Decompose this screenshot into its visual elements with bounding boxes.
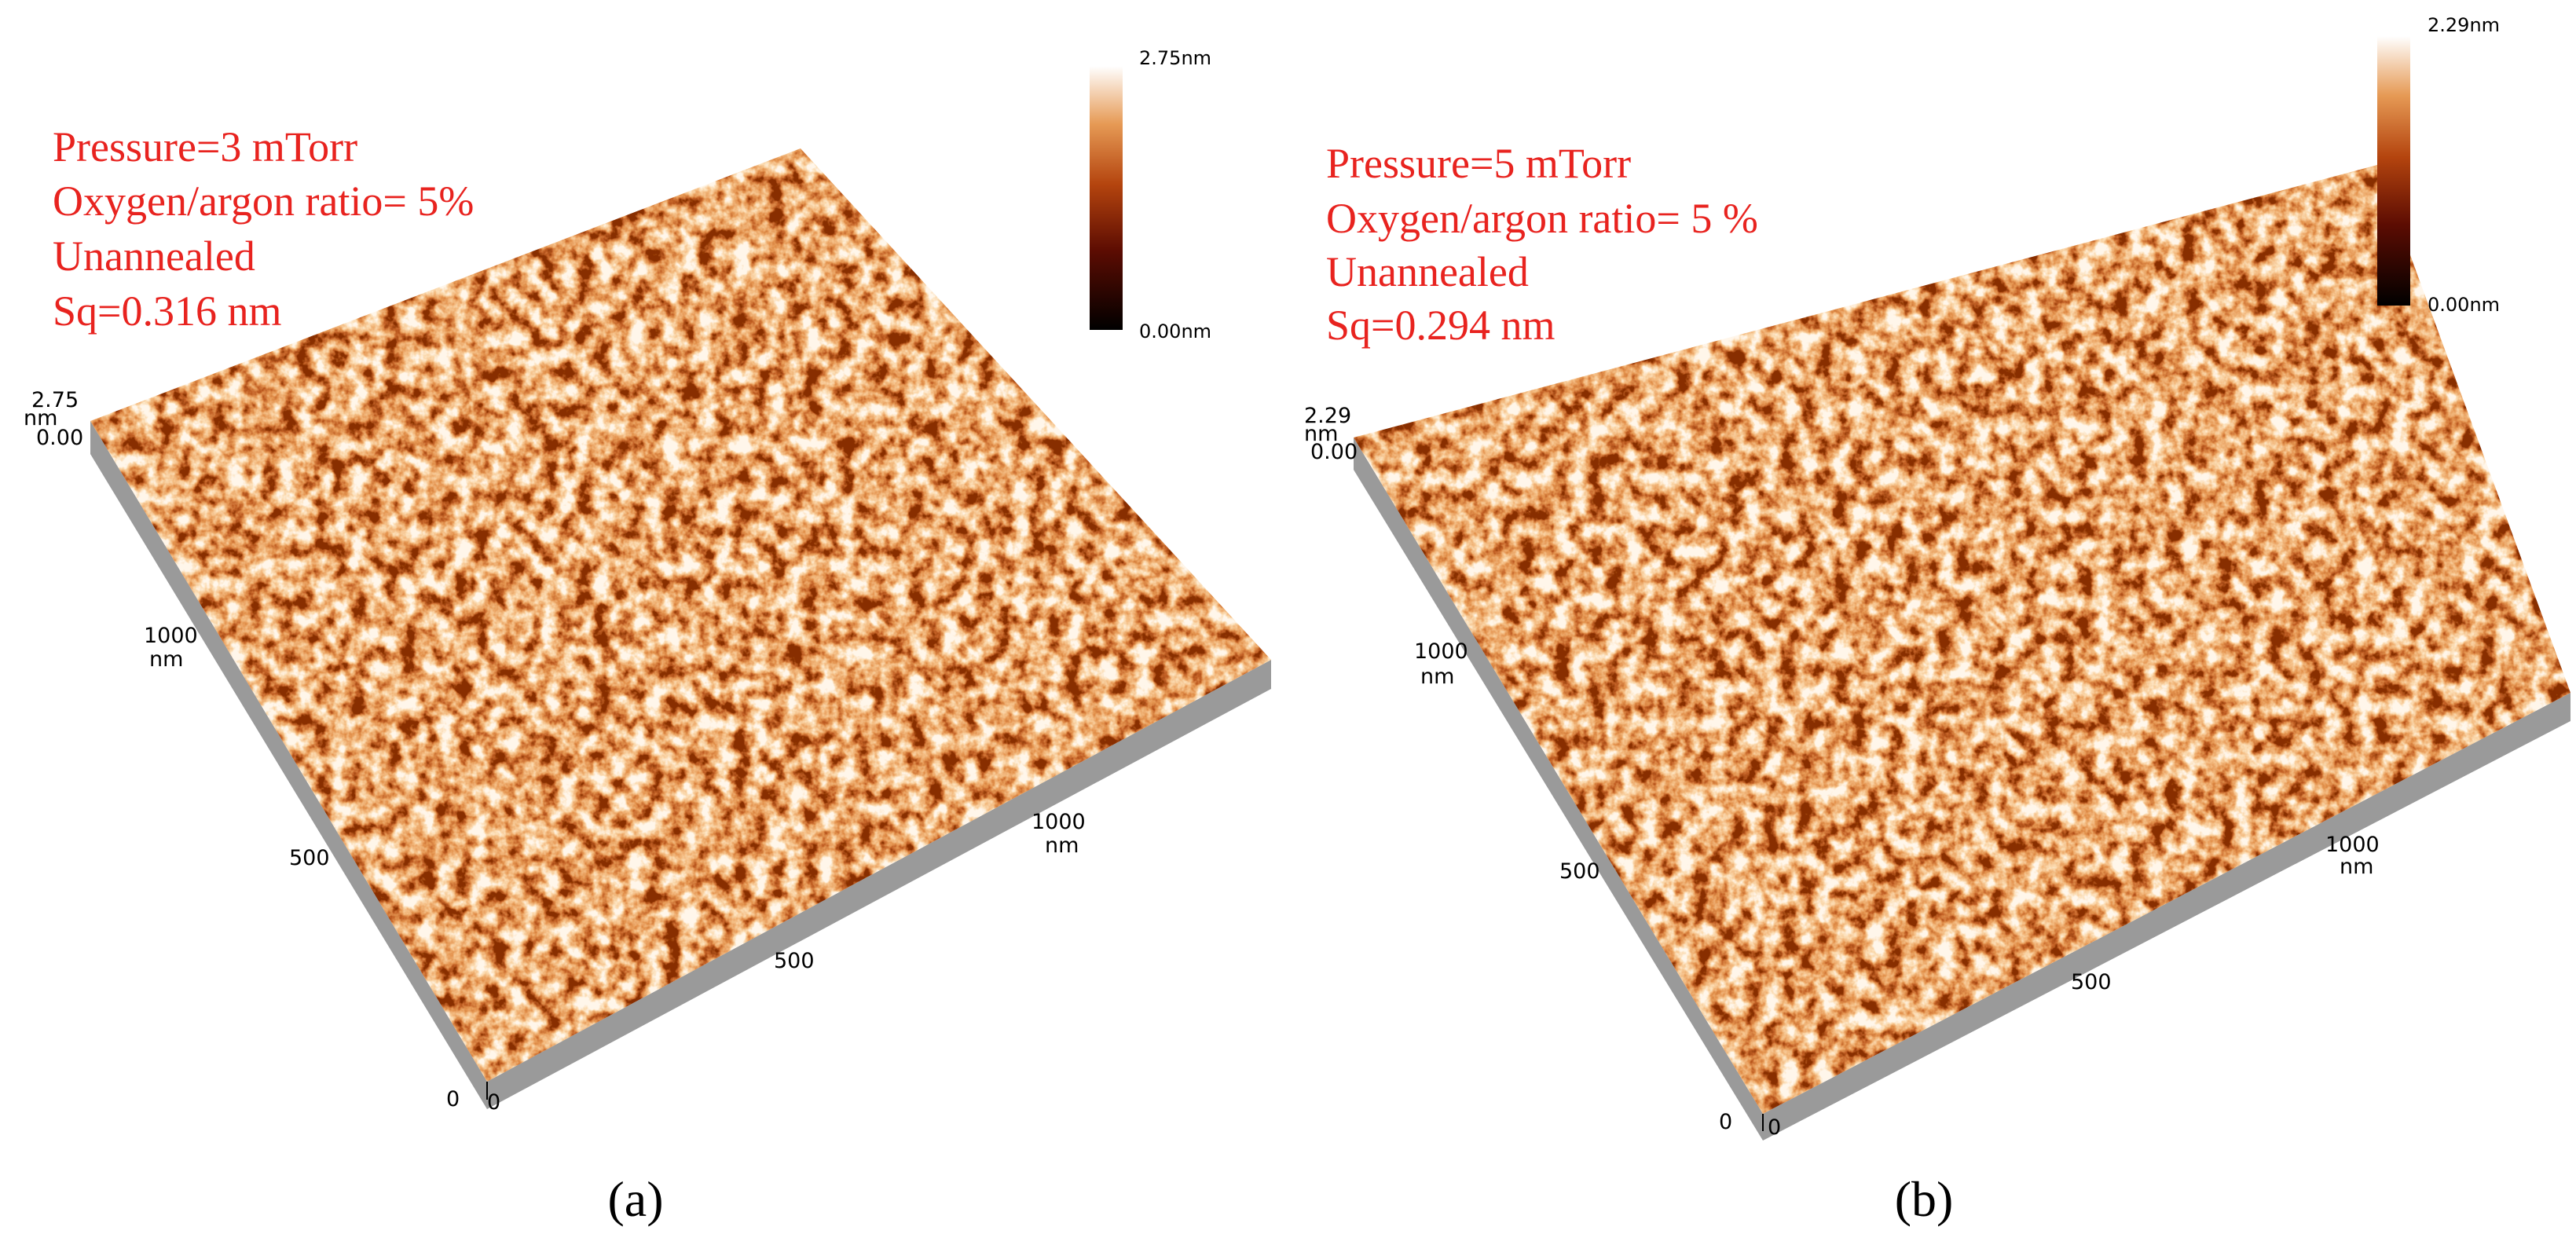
axis-label: 0 [446, 1087, 460, 1111]
axis-label: 2.29 [1304, 404, 1351, 428]
annotation: Sq=0.316 nm [53, 287, 282, 335]
axis-label: 500 [774, 949, 815, 973]
axis-label: 0 [1768, 1115, 1781, 1140]
colorbar-min: 0.00nm [1139, 320, 1211, 342]
afm-surface [90, 148, 1271, 1082]
annotation: Oxygen/argon ratio= 5% [53, 178, 474, 225]
caption: (a) [607, 1171, 663, 1227]
axis-label: 1000 [144, 624, 198, 648]
colorbar-max: 2.29nm [2428, 14, 2500, 36]
annotation: Pressure=5 mTorr [1326, 140, 1631, 187]
panel-b: 2.29nm 0.00nm Pressure=5 mTorr Oxygen/ar… [1304, 14, 2571, 1227]
afm-surface [1354, 165, 2571, 1114]
axis-label: 2.75 [31, 388, 79, 412]
colorbar-min: 0.00nm [2428, 294, 2500, 316]
axis-label: nm [1420, 665, 1454, 689]
axis-label: 1000 [1414, 639, 1468, 664]
panel-a: 2.75nm 0.00nm Pressure=3 mTorr Oxygen/ar… [24, 47, 1271, 1227]
axis-label: nm [2340, 855, 2373, 879]
axis-label: nm [1045, 833, 1079, 858]
annotation: Unannealed [53, 233, 255, 280]
surface-side [90, 421, 1271, 1109]
axis-label: 0 [1719, 1110, 1732, 1134]
colorbar-max: 2.75nm [1139, 47, 1211, 69]
annotation: Sq=0.294 nm [1326, 302, 1555, 349]
axis-label: 500 [2071, 970, 2112, 994]
caption: (b) [1895, 1171, 1954, 1227]
colorbar [2377, 36, 2410, 306]
axis-label: 0 [487, 1090, 500, 1115]
axis-label: 500 [1559, 859, 1600, 884]
annotation: Unannealed [1326, 248, 1529, 295]
colorbar [1090, 66, 1123, 330]
surface-side [1354, 438, 2571, 1141]
axis-label: nm [24, 406, 57, 430]
axis-label: nm [1304, 422, 1338, 446]
axis-label: 0.00 [36, 426, 83, 450]
axis-label: 500 [289, 846, 330, 870]
axis-label: 1000 [2325, 833, 2380, 857]
annotation: Oxygen/argon ratio= 5 % [1326, 195, 1758, 242]
axis-label: 0.00 [1310, 440, 1358, 464]
axis-label: nm [149, 647, 183, 672]
axis-label: 1000 [1031, 810, 1086, 834]
annotation: Pressure=3 mTorr [53, 123, 357, 170]
